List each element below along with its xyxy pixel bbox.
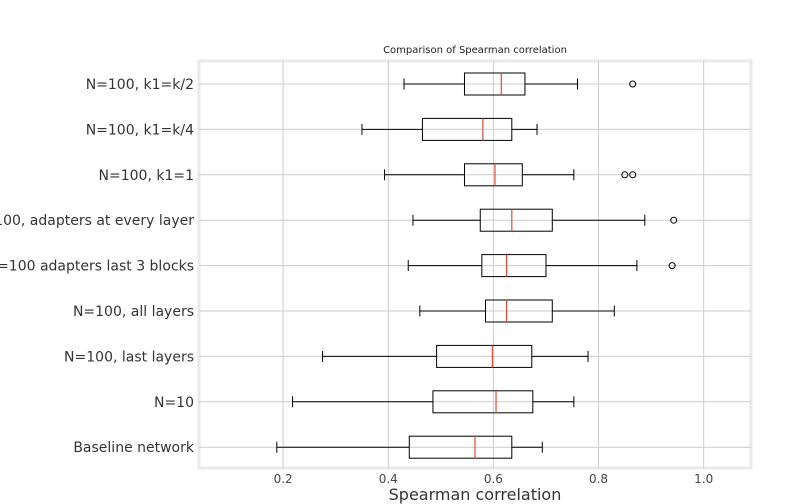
plot-frame — [197, 59, 753, 470]
box-group — [292, 390, 575, 414]
x-axis-ticks: 0.2 0.4 0.6 0.8 1.0 — [274, 472, 714, 486]
category-label: N=100 adapters last 3 blocks — [0, 259, 194, 275]
iqr-box — [481, 254, 547, 278]
category-labels: N=100, k1=k/2 N=100, k1=k/4 N=100, k1=1 N=1… — [0, 77, 195, 456]
category-label: N=100, k1=1 — [99, 168, 194, 184]
x-tick-label: 0.6 — [484, 472, 503, 486]
x-tick-label: 1.0 — [694, 472, 713, 486]
iqr-box — [485, 299, 553, 323]
box-group — [384, 163, 637, 187]
category-label: N=100, all layers — [73, 304, 194, 320]
category-label: N=100, last layers — [64, 349, 194, 365]
x-tick-label: 0.2 — [274, 472, 293, 486]
iqr-box — [479, 208, 553, 232]
boxes — [276, 72, 678, 459]
x-tick-label: 0.4 — [379, 472, 398, 486]
category-label: N=100, k1=k/4 — [86, 122, 194, 138]
x-tick-label: 0.8 — [589, 472, 608, 486]
box-group — [407, 254, 676, 278]
iqr-box — [421, 117, 513, 141]
iqr-box — [463, 163, 523, 187]
iqr-box — [463, 72, 526, 96]
category-label: Baseline network — [73, 440, 195, 456]
box-group — [276, 435, 543, 459]
outlier-point — [629, 80, 637, 88]
outlier-point — [629, 171, 637, 179]
iqr-box — [432, 390, 534, 414]
box-group — [419, 299, 615, 323]
chart-title: Comparison of Spearman correlation — [383, 45, 567, 56]
box-group — [403, 72, 637, 96]
box-group — [322, 344, 589, 368]
category-label: N=100, k1=k/2 — [86, 77, 194, 93]
iqr-box — [408, 435, 513, 459]
outlier-point — [621, 171, 629, 179]
box-group — [412, 208, 678, 232]
box-group — [361, 117, 538, 141]
iqr-box — [436, 344, 533, 368]
outlier-point — [668, 262, 676, 270]
x-axis-label: Spearman correlation — [389, 485, 562, 504]
category-label: N=10 — [154, 395, 194, 411]
category-label: N=100, adapters at every layer — [0, 213, 194, 229]
outlier-point — [670, 216, 678, 224]
